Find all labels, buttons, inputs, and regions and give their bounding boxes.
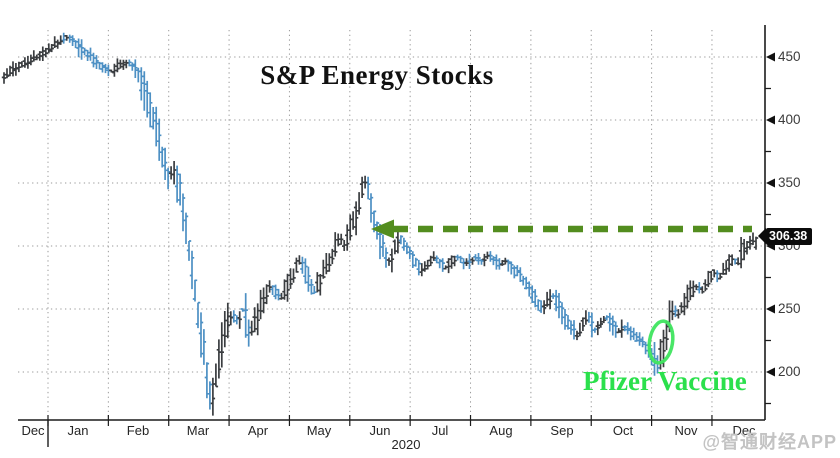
y-axis-price-label: 350 xyxy=(778,175,801,190)
x-axis-month-label: Jan xyxy=(67,423,89,438)
x-axis-month-label: Jun xyxy=(369,423,391,438)
y-axis-price-label: 250 xyxy=(778,301,801,316)
last-price-tag: 306.38 xyxy=(758,228,813,245)
vaccine-circle-annotation xyxy=(647,319,675,365)
y-axis-major-tick xyxy=(766,178,775,188)
watermark: @智通财经APP xyxy=(702,432,837,452)
x-axis-month-label: Mar xyxy=(186,423,210,438)
x-axis-month-label: Jul xyxy=(431,423,449,438)
last-price-value: 306.38 xyxy=(769,229,808,243)
plot-gridlines xyxy=(18,30,763,419)
y-axis-price-label: 200 xyxy=(778,364,801,379)
y-axis-major-tick xyxy=(766,367,775,377)
trend-arrow-head xyxy=(371,219,394,239)
y-axis-major-tick xyxy=(766,304,775,314)
x-axis-month-label: May xyxy=(306,423,332,438)
x-axis-month-label: Sep xyxy=(550,423,574,438)
last-price-tag-pointer xyxy=(758,228,766,244)
price-bars-down xyxy=(61,32,738,410)
y-axis-minor-ticks xyxy=(765,87,771,405)
price-bars-up xyxy=(1,35,759,416)
x-axis-year-label: 2020 xyxy=(391,437,421,452)
x-axis-month-label: Dec xyxy=(21,423,45,438)
x-axis-month-label: Apr xyxy=(247,423,269,438)
y-axis-major-tick xyxy=(766,52,775,62)
chart-title: S&P Energy Stocks xyxy=(260,60,494,90)
x-axis-month-label: Dec xyxy=(732,423,756,438)
x-axis-month-label: Aug xyxy=(489,423,513,438)
y-axis-price-label: 400 xyxy=(778,112,801,127)
y-axis-price-label: 450 xyxy=(778,49,801,64)
x-axis-month-label: Oct xyxy=(612,423,634,438)
x-axis-month-label: Feb xyxy=(126,423,150,438)
x-axis-month-label: Nov xyxy=(674,423,698,438)
y-axis-major-tick xyxy=(766,115,775,125)
pfizer-vaccine-label: Pfizer Vaccine xyxy=(583,366,747,396)
